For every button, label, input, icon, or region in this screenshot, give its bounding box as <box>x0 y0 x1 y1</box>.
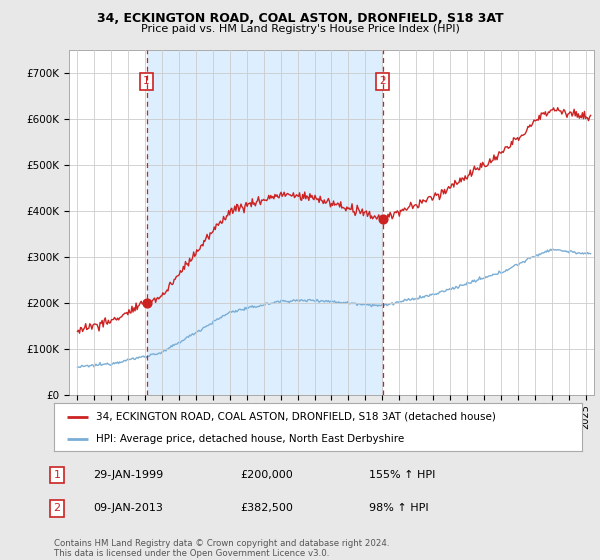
Text: 1: 1 <box>143 76 150 86</box>
Text: 98% ↑ HPI: 98% ↑ HPI <box>369 503 428 514</box>
Text: 155% ↑ HPI: 155% ↑ HPI <box>369 470 436 480</box>
Text: Price paid vs. HM Land Registry's House Price Index (HPI): Price paid vs. HM Land Registry's House … <box>140 24 460 34</box>
Text: 34, ECKINGTON ROAD, COAL ASTON, DRONFIELD, S18 3AT (detached house): 34, ECKINGTON ROAD, COAL ASTON, DRONFIEL… <box>96 412 496 422</box>
Text: 1: 1 <box>53 470 61 480</box>
Text: 2: 2 <box>380 76 386 86</box>
Text: 2: 2 <box>53 503 61 514</box>
Text: 29-JAN-1999: 29-JAN-1999 <box>93 470 163 480</box>
Point <box>378 214 388 223</box>
Text: Contains HM Land Registry data © Crown copyright and database right 2024.
This d: Contains HM Land Registry data © Crown c… <box>54 539 389 558</box>
Bar <box>146 50 383 395</box>
Text: 34, ECKINGTON ROAD, COAL ASTON, DRONFIELD, S18 3AT: 34, ECKINGTON ROAD, COAL ASTON, DRONFIEL… <box>97 12 503 25</box>
Text: 09-JAN-2013: 09-JAN-2013 <box>93 503 163 514</box>
Text: £382,500: £382,500 <box>240 503 293 514</box>
Text: £200,000: £200,000 <box>240 470 293 480</box>
Point <box>142 298 151 307</box>
Text: HPI: Average price, detached house, North East Derbyshire: HPI: Average price, detached house, Nort… <box>96 434 404 444</box>
